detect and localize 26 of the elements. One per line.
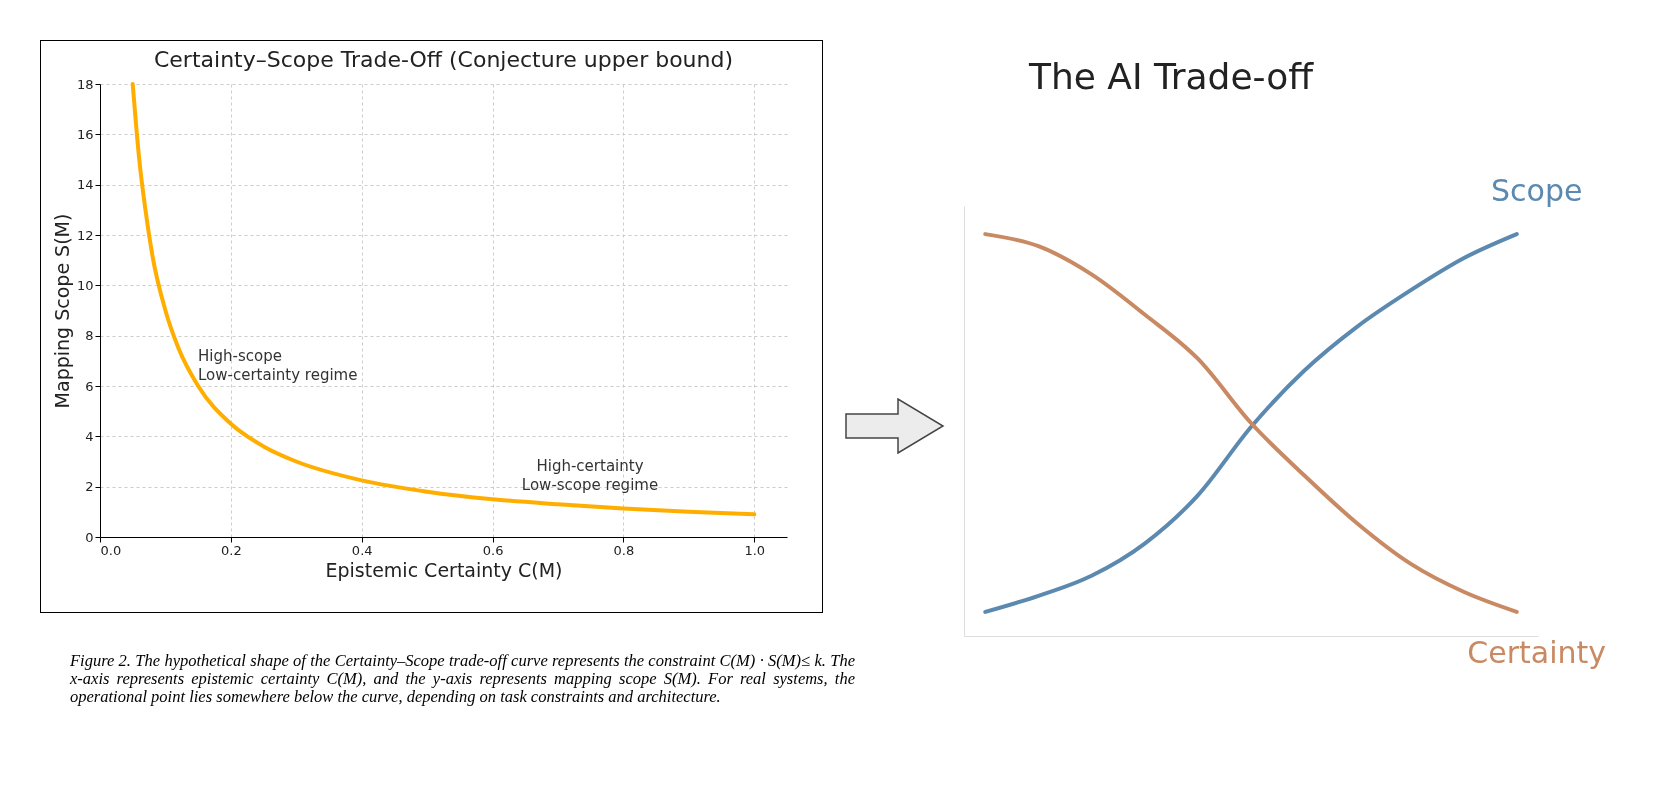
x-tick-label: 0.6	[482, 542, 504, 558]
y-tick-label: 2	[85, 479, 94, 495]
chart-title: The AI Trade-off	[1027, 56, 1315, 98]
y-tick-label: 4	[85, 428, 94, 444]
x-axis-title: Epistemic Certainty C(M)	[325, 558, 563, 581]
caption: Figure 2. The hypothetical shape of the Certainty–Scope trade-off curve represents the constraint C(M) · S(M)≤ k. The x-axis represents epistemic certainty C(M), and the y-axis represents mapping scope S(M). For real systems, the operational point lies somewhere below the curve, depending on task constraints and architecture.	[70, 651, 855, 706]
y-tick-label: 6	[85, 378, 94, 394]
x-tick-label: 0.8	[613, 542, 635, 558]
x-tick-label: 1.0	[744, 542, 766, 558]
annotation: High-scope Low-certainty regime	[198, 347, 358, 384]
x-tick-label: 0.4	[351, 542, 373, 558]
y-tick-label: 10	[76, 277, 94, 293]
y-axis-title: Mapping Scope S(M)	[50, 213, 73, 409]
x-tick-label: 0.2	[221, 542, 242, 558]
annotation: High-certainty Low-scope regime	[521, 457, 659, 494]
y-tick-label: 0	[85, 529, 94, 545]
y-tick-label: 14	[76, 177, 94, 193]
series-label: Certainty	[1467, 634, 1607, 670]
line-series	[130, 82, 757, 517]
y-tick-label: 16	[76, 126, 94, 142]
chart-title: Certainty–Scope Trade-Off (Conjecture upper bound)	[153, 47, 734, 72]
series-label: Scope	[1491, 173, 1583, 209]
y-tick-label: 8	[85, 328, 94, 344]
y-tick-label: 12	[76, 227, 94, 243]
y-tick-label: 18	[76, 76, 94, 92]
x-tick-label: 0.0	[100, 542, 122, 558]
